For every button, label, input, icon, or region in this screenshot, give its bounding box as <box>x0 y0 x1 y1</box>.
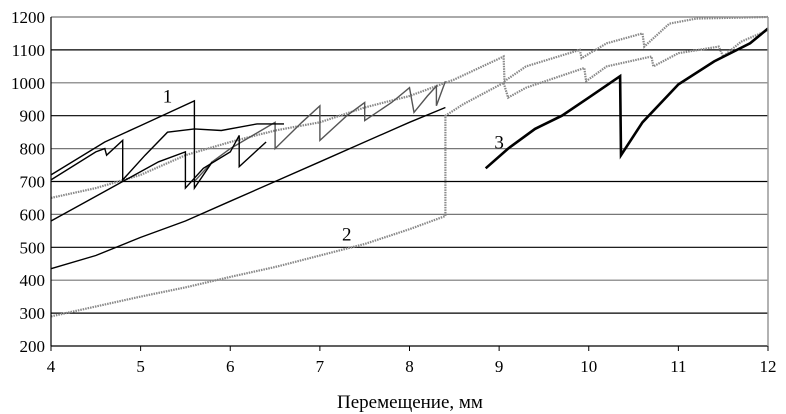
x-tick-label: 6 <box>226 357 235 376</box>
y-tick-label: 700 <box>20 173 46 192</box>
y-tick-label: 1200 <box>11 8 45 27</box>
x-tick-label: 10 <box>580 357 597 376</box>
series-group <box>50 15 769 318</box>
x-tick-label: 8 <box>405 357 414 376</box>
y-tick-label: 800 <box>20 140 46 159</box>
x-tick-label: 12 <box>760 357 777 376</box>
series-line-1 <box>50 29 769 318</box>
y-tick-label: 1100 <box>12 41 45 60</box>
annotations: 1 2 3 <box>163 87 504 246</box>
series-line-4 <box>50 99 213 191</box>
x-tick-label: 5 <box>136 357 145 376</box>
curve-label-2: 2 <box>342 225 352 246</box>
x-axis-label: Перемещение, мм <box>337 392 483 413</box>
x-tick-label: 11 <box>670 357 686 376</box>
y-tick-label: 500 <box>20 238 46 257</box>
series-line-2 <box>50 15 769 199</box>
y-tick-label: 900 <box>20 107 46 126</box>
curve-label-3: 3 <box>494 133 504 154</box>
axes <box>50 17 769 351</box>
x-tick-label: 7 <box>316 357 325 376</box>
y-tick-label: 600 <box>20 205 46 224</box>
y-tick-label: 200 <box>20 337 46 356</box>
series-line-5 <box>50 123 284 182</box>
series-line-8 <box>484 27 769 170</box>
tick-labels: 200 300 400 500 600 700 800 900 1000 1100 1200 4 5 6 7… <box>11 8 777 376</box>
series-line-6 <box>50 135 267 222</box>
x-tick-label: 9 <box>495 357 504 376</box>
y-tick-label: 300 <box>20 304 46 323</box>
grid-lines <box>51 16 768 314</box>
x-tick-label: 4 <box>47 357 56 376</box>
y-tick-label: 1000 <box>11 74 45 93</box>
curve-label-1: 1 <box>163 87 173 108</box>
y-tick-label: 400 <box>20 271 46 290</box>
series-line-3 <box>193 80 447 182</box>
series-line-7 <box>50 106 446 270</box>
